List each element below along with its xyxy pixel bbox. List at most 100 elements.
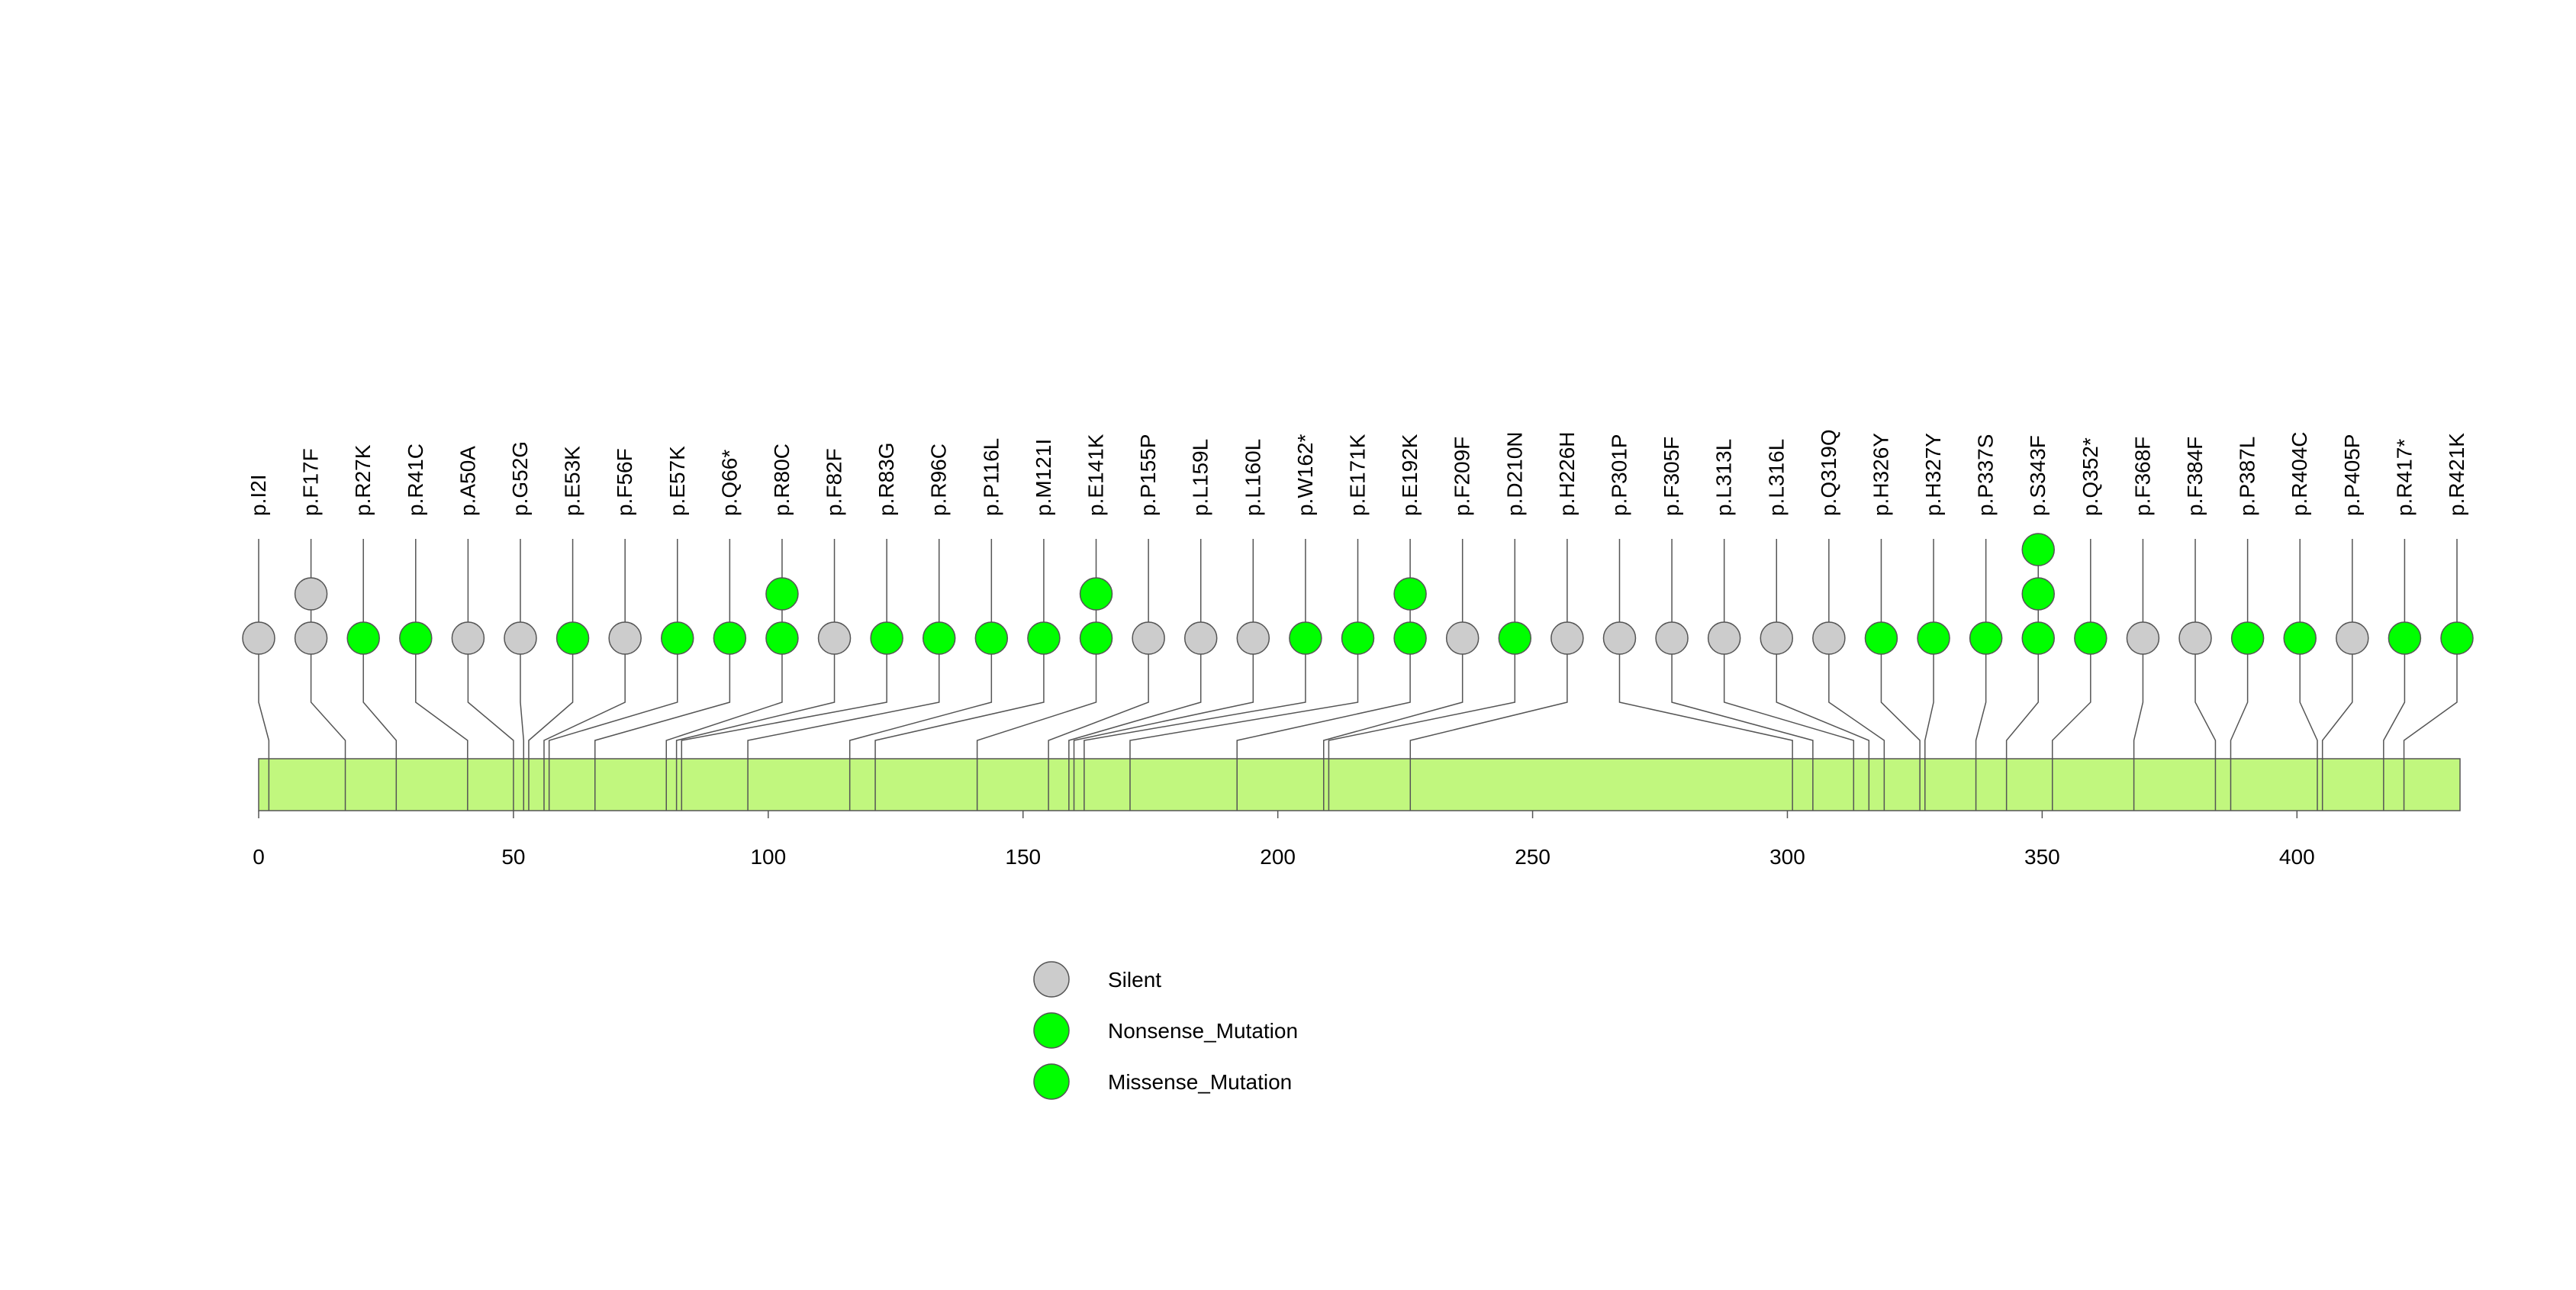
lollipop-p-g52g-1: [504, 621, 537, 655]
legend-label-nonsense-mutation: Nonsense_Mutation: [1108, 1019, 1298, 1043]
connector-p-p387l: [2230, 638, 2249, 759]
lollipop-p-p155p-1: [1132, 621, 1165, 655]
lollipop-p-r96c-1: [922, 621, 956, 655]
lollipop-p-f56f-1: [608, 621, 642, 655]
mutation-label-p-l313l: p.L313L: [1712, 439, 1736, 516]
axis-tick-label-200: 200: [1260, 845, 1296, 869]
mutation-label-p-l160l: p.L160L: [1241, 439, 1264, 516]
connector-p-g52g: [520, 638, 525, 759]
connector-p-d210n: [1328, 638, 1516, 759]
connector-p-p155p: [1048, 638, 1149, 759]
mutation-label-p-p387l: p.P387L: [2236, 437, 2259, 516]
connector-p-e192k: [1236, 638, 1411, 759]
connector-p-f56f: [543, 638, 626, 759]
protein-domain-bar: [258, 758, 2461, 811]
connector-p-r41c: [415, 638, 469, 759]
mutation-label-p-h327y: p.H327Y: [1921, 433, 1945, 516]
mutation-label-p-r421k: p.R421K: [2445, 433, 2468, 516]
lollipop-p-e192k-2: [1393, 577, 1427, 611]
mutation-label-p-r83g: p.R83G: [874, 443, 898, 517]
lollipop-p-l159l-1: [1183, 621, 1218, 655]
connector-p-r417: [2383, 638, 2406, 759]
connector-p-a50a: [467, 638, 514, 759]
mutation-label-p-r41c: p.R41C: [404, 443, 427, 516]
mutation-label-p-p405p: p.P405P: [2340, 434, 2364, 516]
lollipop-p-f209f-1: [1445, 621, 1480, 655]
axis-tick-label-400: 400: [2279, 845, 2315, 869]
lollipop-p-e53k-1: [555, 621, 590, 655]
mutation-label-p-l159l: p.L159L: [1189, 439, 1212, 516]
connector-p-l313l: [1723, 638, 1855, 759]
connector-p-p405p: [2321, 638, 2353, 759]
connector-p-p301p: [1618, 638, 1793, 759]
mutation-label-p-f368f: p.F368F: [2130, 437, 2154, 516]
connector-p-r80c: [665, 638, 783, 759]
connector-p-f384f: [2194, 638, 2217, 759]
mutation-label-p-f17f: p.F17F: [299, 448, 323, 516]
connector-p-h226h: [1409, 638, 1568, 759]
axis-tick-label-0: 0: [253, 845, 265, 869]
connector-p-i2i: [258, 638, 270, 759]
connector-p-l159l: [1068, 638, 1202, 759]
connector-p-p337s: [1975, 638, 1987, 759]
mutation-label-p-a50a: p.A50A: [456, 446, 479, 516]
mutation-label-p-p155p: p.P155P: [1136, 434, 1160, 516]
connector-p-e141k: [976, 638, 1097, 759]
lollipop-p-h326y-1: [1864, 621, 1898, 655]
mutation-label-p-p116l: p.P116L: [979, 438, 1003, 516]
mutation-label-p-r96c: p.R96C: [927, 443, 951, 516]
mutation-label-p-f305f: p.F305F: [1660, 437, 1683, 516]
mutation-label-p-f82f: p.F82F: [823, 448, 846, 516]
connector-p-f209f: [1323, 638, 1463, 759]
connector-p-w162: [1084, 638, 1306, 759]
mutation-label-p-r404c: p.R404C: [2288, 431, 2311, 516]
lollipop-circles: [242, 533, 2474, 655]
connector-p-f368f: [2133, 638, 2144, 759]
lollipop-p-h226h-1: [1550, 621, 1584, 655]
lollipop-p-r421k-1: [2440, 621, 2474, 655]
lollipop-p-r83g-1: [870, 621, 903, 655]
mutation-label-p-s343f: p.S343F: [2026, 435, 2050, 516]
connector-p-q66: [594, 638, 731, 759]
mutation-label-p-e53k: p.E53K: [561, 446, 584, 516]
lollipop-p-r27k-1: [346, 621, 380, 655]
legend-label-silent: Silent: [1108, 968, 1161, 992]
lollipop-p-e192k-1: [1393, 621, 1427, 655]
lollipop-p-l316l-1: [1760, 621, 1794, 655]
lollipop-p-p387l-1: [2230, 621, 2265, 655]
x-axis: 0 50 100 150 200 250 300 350 400: [253, 811, 2315, 869]
mutation-label-p-q66: p.Q66*: [717, 450, 741, 516]
lollipop-p-p301p-1: [1602, 621, 1637, 655]
mutation-label-p-f56f: p.F56F: [613, 448, 636, 516]
mutation-label-p-e141k: p.E141K: [1084, 434, 1108, 516]
lollipop-p-r417-1: [2388, 621, 2422, 655]
lollipop-p-a50a-1: [451, 621, 485, 655]
mutation-label-p-q352: p.Q352*: [2079, 437, 2102, 516]
connector-p-l316l: [1776, 638, 1870, 759]
connector-p-f17f: [310, 638, 346, 759]
legend-swatch-missense-mutation: [1033, 1063, 1070, 1100]
mutation-label-p-r417: p.R417*: [2392, 439, 2416, 516]
connector-p-r27k: [362, 638, 398, 759]
lollipop-p-r404c-1: [2283, 621, 2317, 655]
lollipop-p-d210n-1: [1498, 621, 1532, 655]
connector-p-p116l: [848, 638, 993, 759]
connector-p-m121i: [874, 638, 1045, 759]
lollipop-p-f17f-1: [294, 621, 328, 655]
mutation-label-p-l316l: p.L316L: [1764, 439, 1788, 516]
mutation-label-p-w162: p.W162*: [1293, 434, 1317, 516]
connector-p-r96c: [747, 638, 940, 759]
domain-tick-lines: [268, 759, 2405, 811]
lollipop-p-q66-1: [713, 621, 747, 655]
lollipop-p-i2i-1: [242, 621, 275, 655]
axis-tick-label-150: 150: [1005, 845, 1041, 869]
connector-p-r404c: [2299, 638, 2318, 759]
axis-tick-label-50: 50: [501, 845, 525, 869]
legend-swatch-nonsense-mutation: [1033, 1012, 1070, 1049]
lollipop-p-h327y-1: [1917, 621, 1950, 655]
lollipop-p-f305f-1: [1655, 621, 1689, 655]
mutation-label-p-e171k: p.E171K: [1346, 434, 1370, 516]
connector-p-h326y: [1880, 638, 1921, 759]
axis-tick-label-300: 300: [1769, 845, 1805, 869]
lollipop-p-s343f-1: [2021, 621, 2055, 655]
